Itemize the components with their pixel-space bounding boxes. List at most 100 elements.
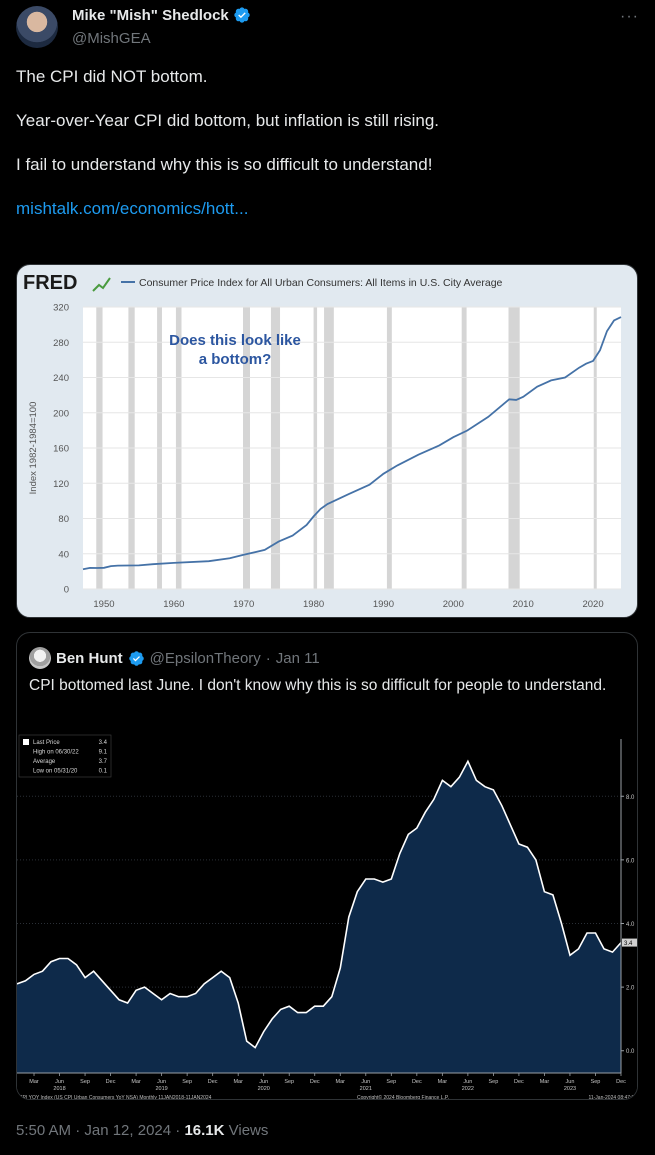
bbg-footer-left: CPI YOY Index (US CPI Urban Consumers Yo… [19,1095,212,1100]
author-avatar[interactable] [16,6,58,48]
bbg-legend-value-2: 3.7 [99,759,108,765]
fred-logo-icon [92,277,111,292]
bbg-legend-label-1: High on 06/30/22 [33,750,79,756]
fred-ytick-280: 280 [53,338,69,349]
fred-logo: FRED [23,272,77,294]
fred-series-line [82,316,622,571]
bbg-month-tick-0: Mar [29,1079,39,1085]
quoted-separator: · [265,649,271,667]
bbg-ytick-4.0: 4.0 [626,922,635,928]
bloomberg-chart: 0.0 2.0 4.0 6.0 8.0 3.4 Last Price 3.4 High on 0… [17,733,637,1100]
bbg-month-tick-22: Sep [591,1079,601,1085]
fred-ytick-320: 320 [53,303,69,314]
bbg-year-tick-2018: 2018 [53,1086,65,1092]
bbg-month-tick-9: Jun [259,1079,268,1085]
bbg-footer-center: Copyright© 2024 Bloomberg Finance L.P. [357,1094,449,1100]
bbg-ytick-0.0: 0.0 [626,1049,635,1055]
bbg-legend-label-2: Average [33,759,56,765]
tweet-link[interactable]: mishtalk.com/economics/hott... [16,199,249,218]
bbg-month-tick-3: Dec [106,1079,116,1085]
fred-ytick-200: 200 [53,408,69,419]
bbg-month-tick-19: Dec [514,1079,524,1085]
bbg-month-tick-5: Jun [157,1079,166,1085]
bbg-last-value-box [622,938,637,947]
bbg-ytick-8.0: 8.0 [626,795,635,801]
quoted-tweet-text: CPI bottomed last June. I don't know why… [29,677,607,694]
bbg-footer-right: 11-Jan-2024 08:47:01 [588,1095,637,1100]
bbg-year-tick-2021: 2021 [360,1086,372,1092]
fred-xtick-2000: 2000 [443,599,464,610]
quoted-tweet[interactable]: Ben Hunt @EpsilonTheory · Jan 11 CPI bot… [16,632,638,1100]
fred-chart-card[interactable]: FRED Consumer Price Index for All Urban C… [16,264,638,618]
bbg-month-tick-14: Sep [386,1079,396,1085]
author-name-row: Mike "Mish" Shedlock [72,6,251,24]
fred-ylabel: Index 1982-1984=100 [28,402,39,495]
author-name[interactable]: Mike "Mish" Shedlock [72,6,229,24]
bbg-legend-swatch [23,739,29,745]
views-label: Views [224,1122,269,1139]
bbg-month-tick-10: Sep [284,1079,294,1085]
fred-xtick-1970: 1970 [233,599,254,610]
bbg-month-tick-21: Jun [566,1079,575,1085]
bbg-month-tick-18: Sep [488,1079,498,1085]
tweet-timestamp[interactable]: 5:50 AM · Jan 12, 2024 · [16,1122,185,1139]
bbg-legend-label-0: Last Price [33,740,60,746]
fred-chart-title: Consumer Price Index for All Urban Consu… [139,277,503,289]
fred-ytick-120: 120 [53,479,69,490]
bbg-month-tick-17: Jun [463,1079,472,1085]
fred-ytick-160: 160 [53,444,69,455]
tweet-line-1: The CPI did NOT bottom. [16,67,208,86]
more-options-icon[interactable]: ··· [620,8,639,25]
bbg-month-tick-8: Mar [233,1079,243,1085]
bbg-legend-box [18,734,112,778]
quoted-tweet-header: Ben Hunt @EpsilonTheory · Jan 11 [29,647,320,669]
bbg-month-tick-6: Sep [182,1079,192,1085]
bbg-ytick-2.0: 2.0 [626,986,635,992]
tweet-footer: 5:50 AM · Jan 12, 2024 · 16.1K Views [16,1122,268,1139]
fred-annotation-line-1: Does this look like [169,332,301,349]
bbg-series-line [17,759,622,1049]
bbg-month-tick-16: Mar [438,1079,448,1085]
bbg-month-tick-4: Mar [131,1079,141,1085]
quoted-author-handle: @EpsilonTheory [149,649,261,667]
bbg-year-tick-2020: 2020 [258,1086,270,1092]
quoted-author-avatar [29,647,51,669]
bloomberg-chart-container: 0.0 2.0 4.0 6.0 8.0 3.4 Last Price 3.4 High on 0… [17,733,637,1100]
bbg-month-tick-12: Mar [336,1079,346,1085]
fred-ytick-0: 0 [64,585,69,596]
bbg-year-tick-2022: 2022 [462,1086,474,1092]
fred-xtick-1960: 1960 [163,599,184,610]
tweet-header: Mike "Mish" Shedlock @MishGEA ··· [16,4,639,52]
fred-xtick-1950: 1950 [93,599,114,610]
verified-badge-icon [234,7,250,23]
author-handle[interactable]: @MishGEA [72,30,151,47]
fred-annotation-line-2: a bottom? [199,351,272,368]
quoted-verified-badge-icon [128,650,144,666]
bbg-month-tick-13: Jun [361,1079,370,1085]
bbg-legend-value-1: 9.1 [99,750,108,756]
bbg-month-tick-7: Dec [208,1079,218,1085]
bbg-year-tick-2023: 2023 [564,1086,576,1092]
fred-ytick-240: 240 [53,373,69,384]
bbg-last-value-label: 3.4 [624,941,633,947]
quoted-author-name: Ben Hunt [56,649,123,667]
fred-xtick-2020: 2020 [582,599,603,610]
bbg-legend-value-0: 3.4 [99,740,108,746]
bbg-legend-label-3: Low on 05/31/20 [33,769,78,775]
fred-chart: FRED Consumer Price Index for All Urban C… [23,272,622,610]
fred-xtick-2010: 2010 [513,599,534,610]
fred-ytick-40: 40 [58,549,69,560]
bbg-month-tick-1: Jun [55,1079,64,1085]
bbg-month-tick-20: Mar [540,1079,550,1085]
quoted-date: Jan 11 [275,649,320,667]
fred-xtick-1990: 1990 [373,599,394,610]
bbg-year-tick-2019: 2019 [155,1086,167,1092]
bbg-month-tick-2: Sep [80,1079,90,1085]
views-count: 16.1K [184,1122,225,1139]
bbg-month-tick-11: Dec [310,1079,320,1085]
tweet-line-2: Year-over-Year CPI did bottom, but infla… [16,111,439,130]
bbg-month-tick-23: Dec [616,1079,626,1085]
bbg-legend-value-3: 0.1 [99,769,108,775]
bbg-ytick-6.0: 6.0 [626,858,635,864]
bbg-month-tick-15: Dec [412,1079,422,1085]
